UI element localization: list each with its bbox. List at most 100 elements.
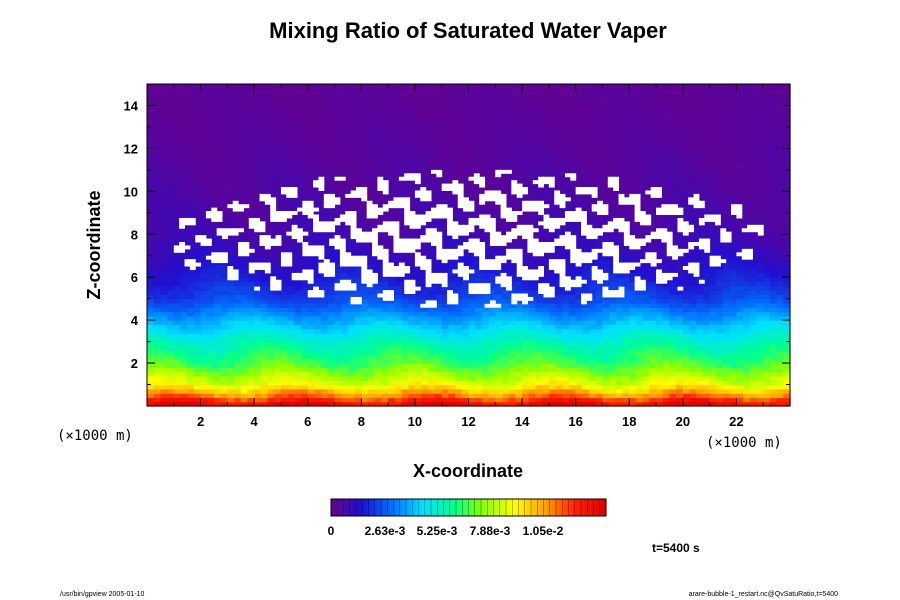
field-cell — [240, 234, 249, 240]
field-cell — [555, 182, 563, 188]
field-cell — [381, 350, 389, 356]
field-cell — [468, 212, 476, 218]
field-cell — [254, 302, 262, 308]
field-cell — [341, 388, 349, 394]
field-cell — [354, 367, 362, 373]
field-cell — [602, 388, 610, 394]
field-cell — [676, 212, 684, 218]
field-cell — [642, 320, 650, 326]
field-cell — [535, 328, 543, 334]
field-cell — [254, 251, 262, 257]
field-cell — [374, 345, 383, 351]
field-cell — [213, 337, 222, 343]
field-cell — [696, 363, 704, 368]
field-cell — [729, 281, 738, 287]
field-cell — [147, 255, 155, 261]
field-cell — [475, 337, 483, 343]
field-cell — [213, 363, 222, 368]
field-cell — [193, 182, 202, 188]
field-cell — [723, 208, 731, 214]
field-cell — [468, 315, 476, 321]
field-cell — [200, 251, 208, 257]
field-cell — [609, 212, 617, 218]
field-cell — [428, 320, 436, 326]
field-cell — [736, 311, 744, 317]
field-cell — [361, 225, 369, 231]
field-cell — [575, 337, 583, 343]
field-cell — [274, 191, 282, 197]
field-cell — [696, 294, 704, 300]
field-cell — [769, 367, 778, 373]
field-cell — [676, 341, 684, 347]
field-cell — [260, 363, 269, 368]
field-cell — [495, 204, 503, 210]
field-cell — [341, 401, 349, 407]
field-cell — [173, 234, 182, 240]
field-cell — [481, 375, 490, 381]
field-cell — [193, 191, 202, 197]
field-cell — [769, 247, 778, 253]
field-cell — [743, 388, 751, 394]
field-cell — [615, 238, 624, 244]
field-cell — [394, 345, 403, 351]
field-cell — [609, 195, 617, 201]
field-cell — [635, 234, 644, 240]
field-cell — [401, 277, 409, 283]
field-cell — [776, 371, 784, 377]
field-cell — [247, 260, 255, 265]
field-cell — [401, 307, 409, 313]
field-cell — [682, 358, 691, 364]
field-cell — [488, 393, 496, 399]
field-cell — [475, 324, 483, 330]
field-cell — [381, 388, 389, 394]
field-cell — [776, 337, 784, 343]
field-cell — [408, 384, 416, 390]
field-cell — [260, 337, 269, 343]
field-cell — [368, 384, 376, 390]
field-cell — [381, 341, 389, 347]
field-cell — [589, 371, 597, 377]
field-cell — [622, 393, 630, 399]
field-cell — [709, 363, 717, 368]
field-cell — [267, 290, 275, 295]
field-cell — [468, 341, 476, 347]
field-cell — [522, 315, 530, 321]
field-cell — [723, 358, 731, 364]
field-cell — [173, 307, 182, 313]
field-cell — [542, 388, 550, 394]
field-cell — [602, 358, 610, 364]
field-cell — [240, 380, 249, 386]
field-cell — [736, 358, 744, 364]
field-cell — [495, 358, 503, 364]
field-cell — [615, 234, 624, 240]
field-cell — [368, 285, 376, 291]
field-cell — [173, 393, 182, 399]
field-cell — [254, 298, 262, 304]
field-cell — [649, 371, 657, 377]
field-cell — [193, 298, 202, 304]
field-cell — [220, 247, 228, 253]
field-cell — [689, 380, 697, 386]
field-cell — [341, 268, 349, 274]
field-cell — [247, 191, 255, 197]
field-cell — [763, 341, 771, 347]
field-cell — [568, 302, 577, 308]
field-cell — [656, 221, 664, 227]
field-cell — [200, 247, 208, 253]
field-cell — [247, 187, 255, 192]
field-cell — [669, 384, 677, 390]
field-cell — [542, 363, 550, 368]
field-cell — [736, 264, 744, 270]
field-cell — [180, 298, 188, 304]
field-cell — [173, 371, 182, 377]
field-cell — [729, 229, 738, 235]
field-cell — [461, 298, 470, 304]
field-cell — [662, 324, 671, 330]
field-cell — [173, 401, 182, 407]
field-cell — [280, 264, 289, 270]
field-cell — [783, 388, 791, 394]
field-cell — [736, 350, 744, 356]
field-cell — [294, 328, 302, 334]
field-cell — [682, 268, 691, 274]
field-cell — [676, 354, 684, 360]
